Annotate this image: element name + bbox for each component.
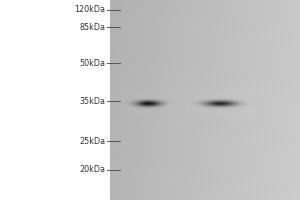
Text: 85kDa: 85kDa bbox=[79, 22, 105, 31]
Text: 25kDa: 25kDa bbox=[79, 136, 105, 146]
Text: 120kDa: 120kDa bbox=[74, 5, 105, 15]
Text: 50kDa: 50kDa bbox=[79, 58, 105, 68]
Text: 20kDa: 20kDa bbox=[79, 166, 105, 174]
Text: 35kDa: 35kDa bbox=[79, 97, 105, 106]
